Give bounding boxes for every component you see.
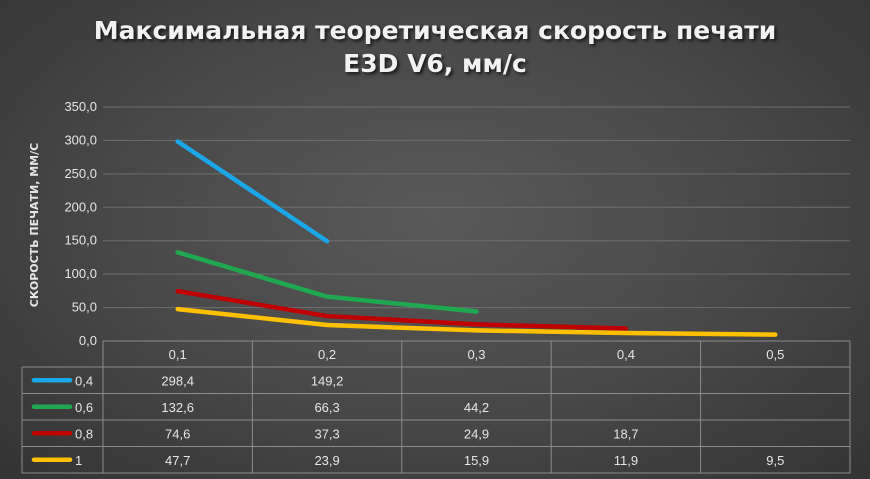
data-value-label: 47,7 — [165, 453, 190, 468]
x-category-label: 0,3 — [467, 347, 485, 362]
y-tick-label: 300,0 — [64, 132, 97, 147]
series-lines — [175, 139, 778, 337]
y-tick-label: 100,0 — [64, 266, 97, 281]
data-value-label: 15,9 — [464, 453, 489, 468]
y-tick-label: 200,0 — [64, 199, 97, 214]
series-line-0-4 — [175, 139, 330, 244]
chart-title-line-1: Максимальная теоретическая скорость печа… — [93, 16, 777, 45]
y-tick-label: 0,0 — [79, 333, 97, 348]
chart-title-line-2: E3D V6, мм/с — [343, 49, 527, 78]
gridlines — [103, 106, 850, 309]
y-tick-label: 350,0 — [64, 99, 97, 114]
data-value-label: 74,6 — [165, 426, 190, 441]
data-value-label: 9,5 — [766, 453, 784, 468]
data-value-label: 18,7 — [613, 426, 638, 441]
data-value-label: 37,3 — [314, 426, 339, 441]
chart-title: Максимальная теоретическая скорость печа… — [0, 14, 870, 80]
y-tick-label: 50,0 — [72, 300, 97, 315]
x-category-label: 0,4 — [617, 347, 635, 362]
data-value-label: 11,9 — [614, 453, 638, 468]
series-line-0-6 — [175, 250, 479, 314]
legend-label: 0,4 — [75, 373, 93, 388]
series-line-1 — [175, 306, 778, 337]
series-line-0-8 — [175, 288, 629, 331]
data-value-label: 298,4 — [161, 373, 194, 388]
legend-label: 1 — [75, 453, 82, 468]
legend-label: 0,8 — [75, 426, 93, 441]
data-value-label: 149,2 — [311, 373, 344, 388]
y-tick-label: 150,0 — [64, 233, 97, 248]
data-value-label: 24,9 — [464, 426, 489, 441]
x-category-label: 0,2 — [318, 347, 336, 362]
data-value-label: 132,6 — [161, 400, 194, 415]
data-value-label: 66,3 — [314, 400, 339, 415]
y-tick-label: 250,0 — [64, 166, 97, 181]
data-value-label: 23,9 — [314, 453, 339, 468]
legend-label: 0,6 — [75, 400, 93, 415]
data-value-label: 44,2 — [464, 400, 489, 415]
y-axis-ticks: 0,0 50,0 100,0 150,0 200,0 250,0 300,0 350,0 — [64, 99, 97, 348]
y-axis-label: СКОРОСТЬ ПЕЧАТИ, ММ/С — [28, 143, 41, 307]
x-category-label: 0,1 — [169, 347, 187, 362]
x-category-label: 0,5 — [766, 347, 784, 362]
data-table: 0,1 0,2 0,3 0,4 0,5 0,4 298,4 149,2 0,6 132,6 66,3… — [21, 340, 851, 474]
